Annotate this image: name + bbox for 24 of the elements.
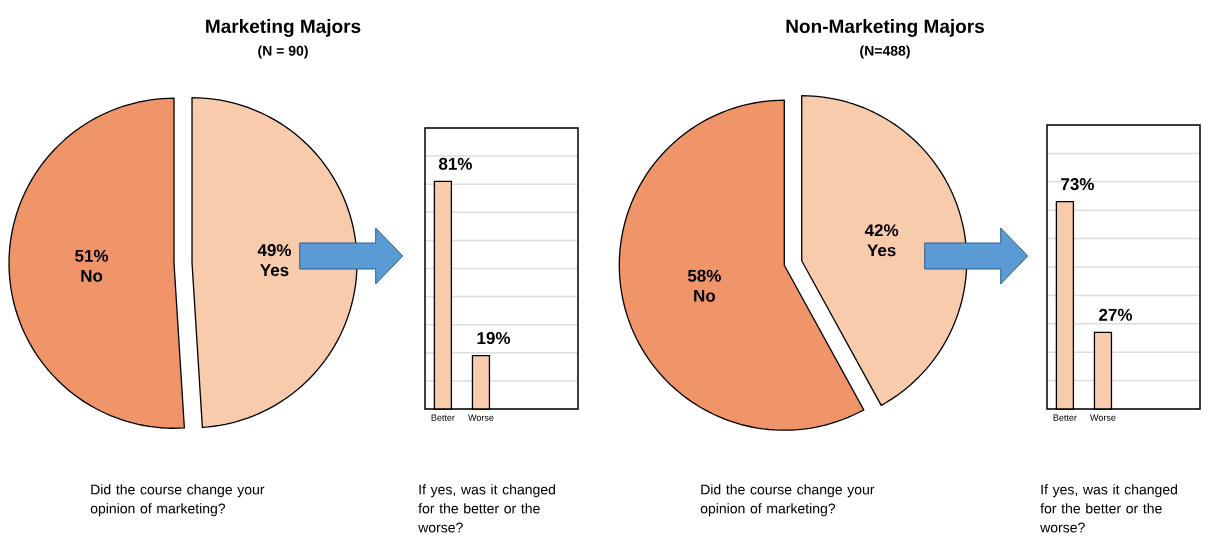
text: If yes, was it changed for the better or the worse? bbox=[418, 484, 555, 533]
chart-title: Non-Marketing Majors bbox=[786, 19, 984, 37]
data-label: 42% bbox=[864, 224, 899, 237]
slice-label: Yes bbox=[260, 264, 289, 277]
text: Did the course change your opinion of marketing? bbox=[700, 484, 875, 517]
x-tick-label: Worse bbox=[468, 414, 494, 421]
data-label: 81% bbox=[438, 157, 472, 170]
data-label: 19% bbox=[477, 332, 511, 345]
data-label: 27% bbox=[1099, 308, 1133, 321]
text: Did the course change your opinion of marketing? bbox=[90, 484, 265, 517]
slice-label: Yes bbox=[867, 244, 896, 257]
slice-label: No bbox=[81, 269, 103, 282]
x-tick-label: Better bbox=[1053, 414, 1077, 421]
data-label: 49% bbox=[257, 244, 292, 257]
text: If yes, was it changed for the better or the worse? bbox=[1040, 484, 1177, 533]
data-label: 58% bbox=[687, 269, 721, 282]
slice-label: No bbox=[694, 289, 716, 302]
data-label: 73% bbox=[1061, 178, 1094, 191]
x-tick-label: Worse bbox=[1090, 414, 1116, 421]
chart-subtitle: (N=488) bbox=[860, 45, 910, 59]
data-label: 51% bbox=[75, 249, 109, 262]
chart-title: Marketing Majors bbox=[206, 19, 361, 37]
chart-subtitle: (N = 90) bbox=[258, 45, 308, 59]
x-tick-label: Better bbox=[431, 414, 455, 421]
